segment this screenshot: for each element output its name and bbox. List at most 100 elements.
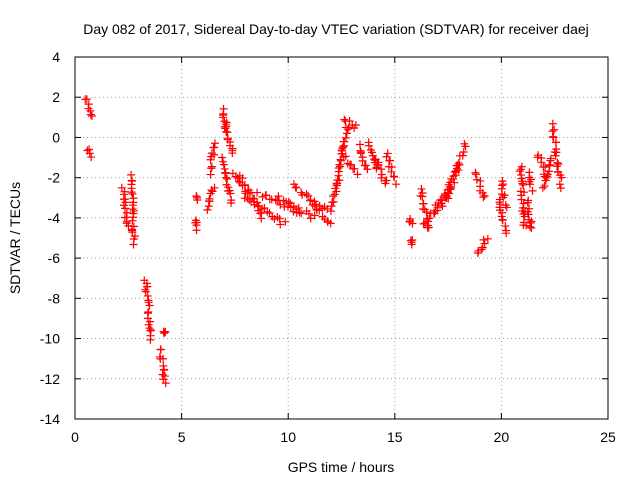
data-point: [292, 183, 301, 192]
data-point: [424, 223, 433, 232]
data-point: [383, 149, 392, 158]
x-tick-label: 25: [600, 429, 616, 445]
data-point: [418, 192, 427, 201]
data-point: [377, 165, 386, 174]
data-point: [146, 335, 155, 344]
data-point: [253, 188, 262, 197]
data-point: [515, 167, 524, 176]
data-point: [210, 143, 219, 152]
y-tick-label: -2: [48, 170, 61, 186]
x-tick-label: 5: [178, 429, 186, 445]
chart-title: Day 082 of 2017, Sidereal Day-to-day VTE…: [83, 21, 589, 37]
y-tick-label: -14: [40, 411, 60, 427]
y-tick-label: -12: [40, 371, 60, 387]
data-point: [298, 190, 307, 199]
data-point: [364, 141, 373, 150]
data-point: [267, 195, 276, 204]
data-point: [144, 320, 153, 329]
data-point: [546, 154, 555, 163]
data-point: [329, 192, 338, 201]
data-point: [474, 246, 483, 255]
x-axis-label: GPS time / hours: [288, 459, 395, 475]
data-point: [340, 137, 349, 146]
data-point: [159, 327, 168, 336]
data-point: [552, 148, 561, 157]
data-point: [275, 214, 284, 223]
data-point: [294, 203, 303, 212]
data-point: [141, 287, 150, 296]
data-point: [203, 205, 212, 214]
data-point: [193, 193, 202, 202]
data-point: [447, 183, 456, 192]
data-point: [425, 214, 434, 223]
data-point: [207, 162, 216, 171]
data-point: [356, 149, 365, 158]
data-point: [343, 125, 352, 134]
data-point: [336, 162, 345, 171]
data-point: [192, 226, 201, 235]
data-point: [549, 133, 558, 142]
data-point: [87, 153, 96, 162]
data-point: [554, 160, 563, 169]
data-point: [159, 365, 168, 374]
data-point: [499, 180, 508, 189]
data-point: [545, 160, 554, 169]
data-point: [253, 198, 262, 207]
data-point: [342, 129, 351, 138]
data-point: [548, 132, 557, 141]
data-point: [120, 213, 129, 222]
data-point: [206, 170, 215, 179]
data-point: [542, 173, 551, 182]
data-point: [86, 110, 95, 119]
data-point: [541, 163, 550, 172]
data-point: [240, 180, 249, 189]
data-point: [326, 219, 335, 228]
data-point: [501, 222, 510, 231]
data-point: [554, 167, 563, 176]
data-point: [471, 170, 480, 179]
data-point: [221, 173, 230, 182]
data-point: [227, 198, 236, 207]
data-point: [310, 211, 319, 220]
data-point: [210, 183, 219, 192]
data-point: [353, 170, 362, 179]
y-tick-label: -6: [48, 250, 61, 266]
data-point: [480, 239, 489, 248]
data-point: [208, 187, 217, 196]
data-point: [276, 200, 285, 209]
data-point: [223, 128, 232, 137]
data-point: [124, 221, 133, 230]
data-point: [351, 121, 360, 130]
data-point: [345, 116, 354, 125]
data-point: [537, 158, 546, 167]
data-point: [422, 208, 431, 217]
data-point: [128, 216, 137, 225]
data-point: [477, 245, 486, 254]
data-point: [551, 151, 560, 160]
data-point: [340, 115, 349, 124]
data-point: [127, 170, 136, 179]
data-point: [479, 193, 488, 202]
data-point: [281, 217, 290, 226]
data-point: [472, 175, 481, 184]
data-point: [385, 156, 394, 165]
data-point: [284, 198, 293, 207]
data-point: [528, 186, 537, 195]
data-point: [455, 160, 464, 169]
data-point: [390, 172, 399, 181]
y-tick-label: -8: [48, 290, 61, 306]
data-point: [206, 189, 215, 198]
data-point: [524, 210, 533, 219]
data-point: [502, 203, 511, 212]
data-point: [218, 153, 227, 162]
data-point: [306, 196, 315, 205]
data-point: [82, 95, 91, 104]
data-point: [419, 219, 428, 228]
data-point: [205, 194, 214, 203]
plot-frame: [74, 56, 609, 420]
data-point: [550, 125, 559, 134]
data-point: [533, 153, 542, 162]
x-tick-label: 15: [387, 429, 403, 445]
data-point: [555, 180, 564, 189]
